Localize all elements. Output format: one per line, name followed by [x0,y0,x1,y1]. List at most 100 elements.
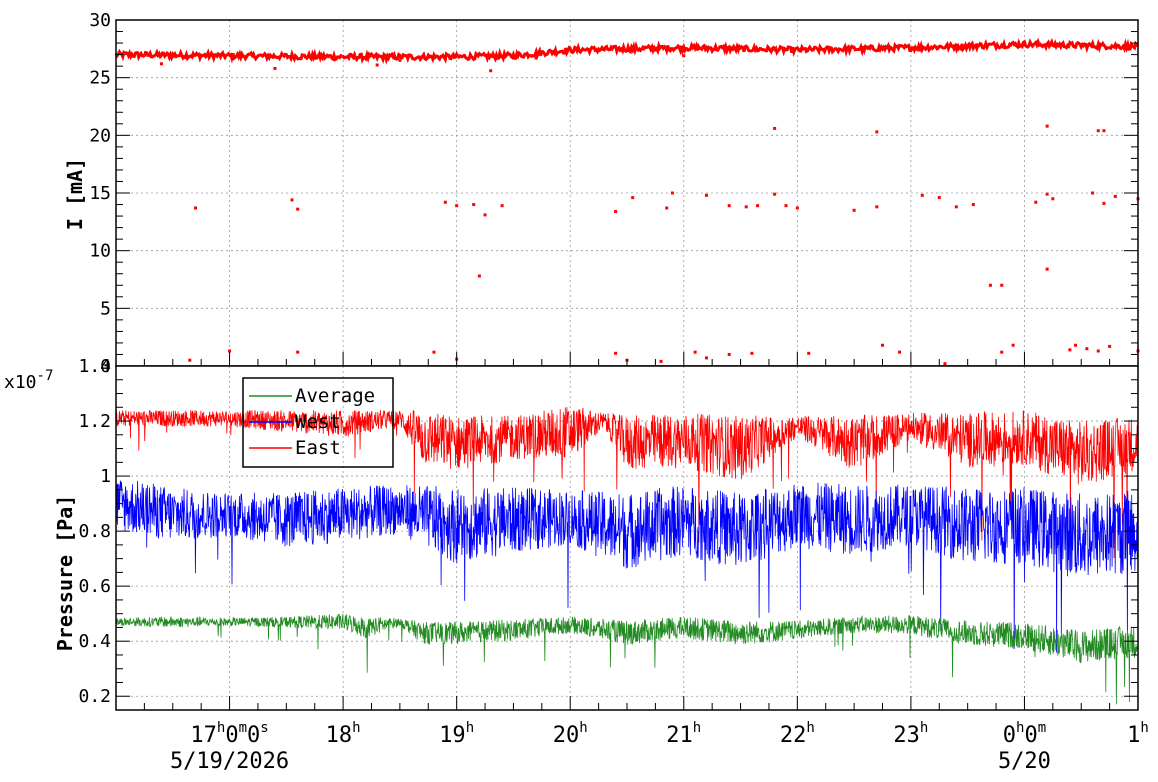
current-point [727,204,731,208]
time-tick-hour: 22 [780,723,807,748]
current-point [659,359,663,363]
current-point [852,208,856,212]
legend-box [242,377,394,468]
current-point [1096,349,1100,353]
time-tick-label: 22h [780,720,815,748]
current-point [534,56,538,60]
current-point [682,54,686,58]
current-point [784,204,788,208]
time-tick-unit-m: m [239,720,247,736]
current-point [937,196,941,200]
time-tick-label: 0h0m [1003,720,1046,748]
pressure-y-tick-label: 1.4 [78,356,111,377]
time-tick-minutes: 0 [225,723,238,748]
pressure-y-tick-label: 0.2 [78,686,111,707]
current-point [489,69,493,73]
current-point [807,351,811,355]
time-tick-label: 20h [553,720,588,748]
current-point [744,205,748,209]
pressure-y-tick-label: 0.6 [78,576,111,597]
current-point [988,283,992,287]
current-point [1068,348,1072,352]
time-tick-unit-h: h [579,720,587,736]
time-tick-unit-h: h [352,720,360,736]
current-point [795,206,799,210]
current-point [1102,129,1106,133]
current-point [296,350,300,354]
pressure-x-ticks [143,696,1139,710]
current-point [943,362,947,366]
time-tick-hour: 20 [553,723,580,748]
current-point [875,130,879,134]
current-point [1113,194,1117,198]
current-y-axis-title: I [mA] [63,158,87,230]
time-tick-unit-h: h [217,720,225,736]
current-point [1085,347,1089,351]
current-point [500,204,504,208]
current-point [920,193,924,197]
current-series-red [114,37,1140,366]
time-tick-unit-h: h [693,720,701,736]
current-point [898,350,902,354]
current-point [727,352,731,356]
current-y-tick-label: 0 [100,356,111,377]
current-point [1045,192,1049,196]
time-tick-hour: 21 [666,723,693,748]
current-point [228,349,232,353]
current-point [1108,344,1112,348]
current-point [665,206,669,210]
time-tick-date: 5/20 [998,749,1051,774]
time-tick-seconds: 0 [247,723,260,748]
current-point [1091,191,1095,195]
current-trend-line [114,37,1140,65]
time-tick-hour: 19 [439,723,466,748]
current-y-tick-label: 10 [89,241,111,262]
current-point [881,343,884,347]
current-point [443,200,447,204]
pressure-y-exponent: x10-7 [4,368,53,393]
time-tick-label: 18h [326,720,361,748]
current-point [472,203,476,207]
current-point [750,351,754,355]
current-grid [116,20,1138,366]
time-tick-unit-h: h [1016,720,1024,736]
current-point [670,191,674,195]
time-tick-label: 1h [1127,720,1149,748]
current-point [1045,267,1049,271]
current-point [614,351,618,355]
current-panel: 0 5 10 15 20 25 30 I [mA] [63,10,1140,377]
pressure-y-axis-title: Pressure [Pa] [53,495,77,652]
time-tick-hour: 18 [326,723,353,748]
current-point [704,193,708,197]
current-point [375,63,379,67]
pressure-y-exponent-base: x10 [4,372,37,393]
current-point [704,356,708,360]
current-point [773,192,777,196]
time-tick-unit-s: s [260,720,268,736]
time-tick-unit-h: h [1140,720,1148,736]
current-point [1102,201,1106,205]
current-point [631,196,635,200]
current-point [1074,343,1078,347]
time-tick-date: 5/19/2026 [170,749,289,774]
current-y-tick-label: 15 [89,183,111,204]
time-tick-unit-m: m [1038,720,1046,736]
time-tick-label: 21h [666,720,701,748]
time-tick-hour: 23 [893,723,920,748]
current-point [290,198,294,202]
current-point [1045,124,1049,128]
current-point [477,274,481,278]
time-tick-label: 19h [439,720,474,748]
pressure-panel: 0.20.40.60.811.21.4 Pressure [Pa] x10-7 … [4,356,1139,711]
time-tick-hour: 1 [1127,723,1140,748]
current-point [1034,200,1038,204]
current-point [1051,197,1055,201]
current-point [1000,350,1004,354]
time-tick-label: 23h [893,720,928,748]
pressure-series-west [115,480,1139,653]
legend-entry-average: Average [295,385,375,407]
current-y-tick-label: 25 [89,68,111,89]
pressure-y-exponent-power: -7 [37,368,54,384]
